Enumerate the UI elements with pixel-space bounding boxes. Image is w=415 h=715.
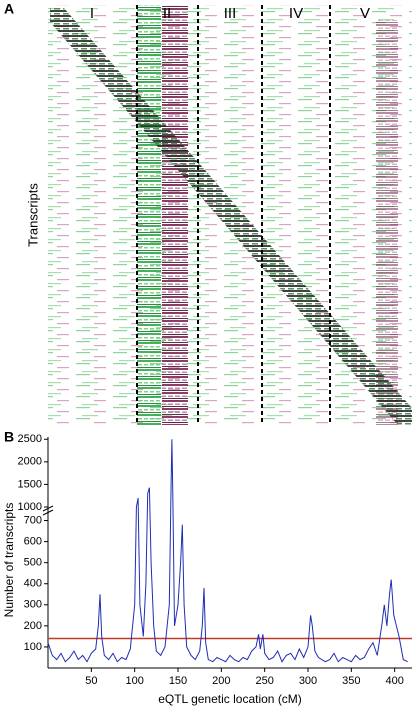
panel-label: A (4, 1, 14, 17)
heatmap-band (137, 5, 161, 425)
y-tick-label: 600 (24, 536, 42, 548)
heatmap-band (376, 20, 398, 425)
x-tick-label: 50 (85, 675, 97, 687)
y-tick-label: 500 (24, 557, 42, 569)
data-line (47, 439, 408, 663)
heatmap-band (162, 5, 188, 425)
column-label: V (360, 5, 370, 22)
x-axis-label: eQTL genetic location (cM) (158, 692, 302, 706)
x-tick-label: 350 (342, 675, 360, 687)
column-label: II (163, 5, 171, 22)
y-axis-label: Number of transcripts (2, 503, 16, 618)
panel-a: A I II III IV V Transcripts (4, 1, 412, 425)
column-label: I (90, 5, 94, 22)
panel-b: B Number of transcripts eQTL genetic loc… (2, 429, 412, 706)
y-tick-label: 1000 (18, 501, 42, 513)
y-tick-label: 2000 (18, 456, 42, 468)
chromosome-dividers (136, 5, 331, 425)
x-tick-label: 150 (169, 675, 187, 687)
y-tick-label: 200 (24, 620, 42, 632)
y-tick-label: 300 (24, 599, 42, 611)
column-label: III (224, 5, 237, 22)
y-axis-label: Transcripts (25, 183, 40, 247)
x-tick-label: 100 (125, 675, 143, 687)
y-tick-label: 1500 (18, 478, 42, 490)
x-tick-label: 200 (212, 675, 230, 687)
x-tick-label: 400 (385, 675, 403, 687)
y-tick-label: 100 (24, 641, 42, 653)
panel-label: B (4, 429, 14, 445)
y-tick-label: 400 (24, 578, 42, 590)
x-tick-label: 300 (299, 675, 317, 687)
heatmap-diagonal (50, 8, 412, 425)
column-label: IV (289, 5, 303, 22)
x-tick-label: 250 (255, 675, 273, 687)
y-tick-label: 700 (24, 514, 42, 526)
y-tick-label: 2500 (18, 433, 42, 445)
